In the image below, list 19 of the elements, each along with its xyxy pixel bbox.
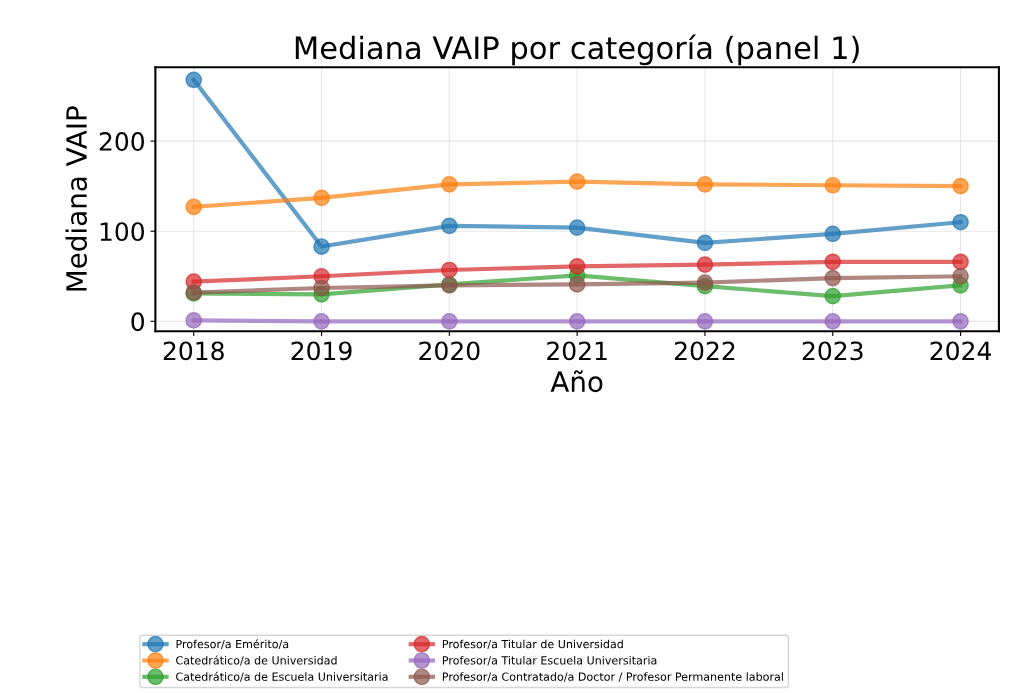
chart-title: Mediana VAIP por categoría (panel 1) bbox=[295, 34, 859, 66]
legend-label: Profesor/a Titular Escuela Universitaria bbox=[442, 655, 657, 666]
y-axis-title: Mediana VAIP bbox=[65, 106, 88, 291]
x-tick-label: 2024 bbox=[930, 341, 991, 361]
x-tick-label: 2021 bbox=[547, 341, 607, 361]
x-axis-title: Año bbox=[550, 370, 603, 393]
x-tick-label: 2023 bbox=[802, 341, 863, 361]
legend-label: Catedrático/a de Escuela Universitaria bbox=[176, 671, 388, 682]
x-tick-label: 2019 bbox=[291, 341, 352, 361]
x-tick-label: 2018 bbox=[163, 341, 224, 361]
legend-label: Profesor/a Titular de Universidad bbox=[442, 639, 623, 650]
y-tick-label: 200 bbox=[99, 132, 144, 151]
legend-label: Profesor/a Contratado/a Doctor / Profesor Permanente laboral bbox=[442, 672, 783, 682]
y-tick-label: 100 bbox=[100, 222, 144, 242]
y-tick-label: 0 bbox=[131, 312, 144, 332]
x-tick-label: 2022 bbox=[674, 341, 735, 361]
legend-label: Catedrático/a de Universidad bbox=[176, 655, 337, 666]
legend-label: Profesor/a Emérito/a bbox=[176, 639, 289, 650]
x-tick-label: 2020 bbox=[419, 341, 480, 361]
